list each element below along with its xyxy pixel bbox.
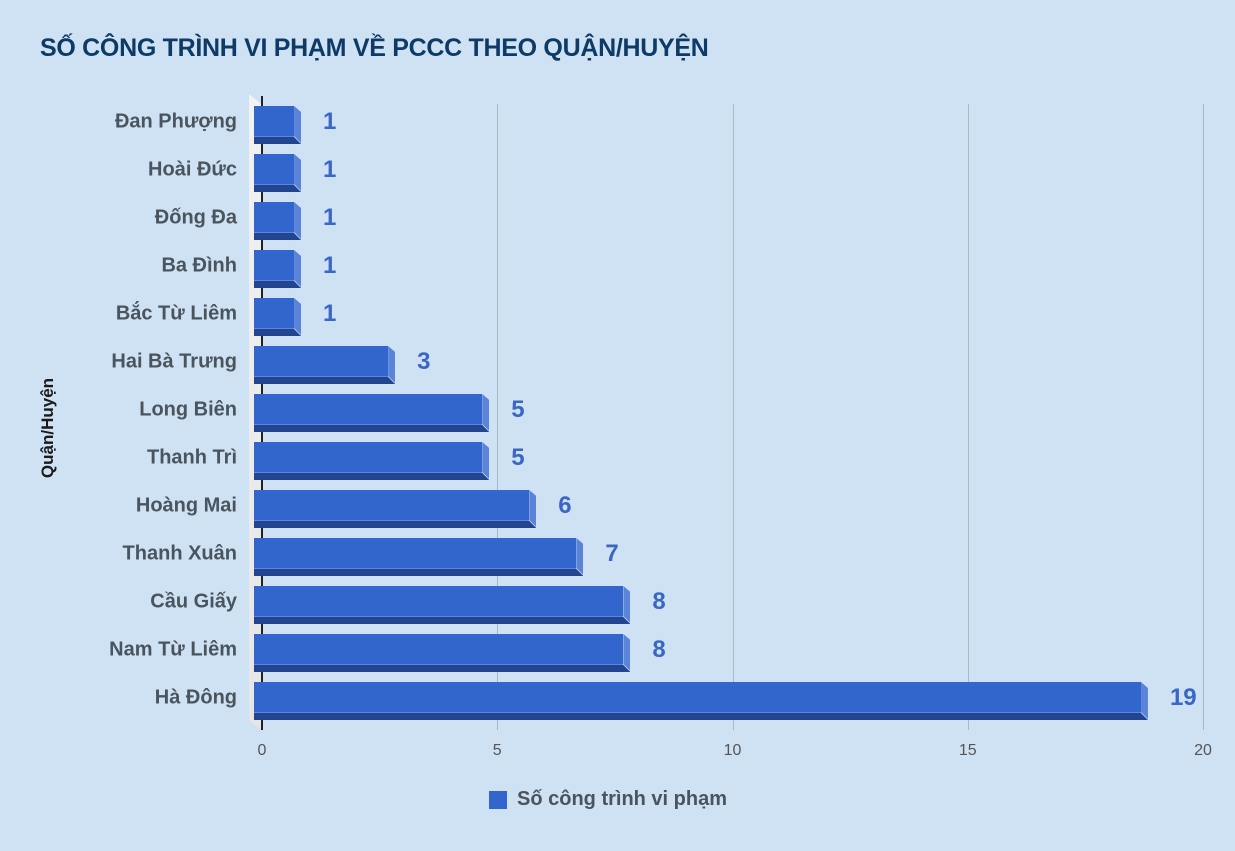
category-label: Đống Đa <box>154 206 237 229</box>
bar-front-face <box>254 202 295 233</box>
bar-front-face <box>254 346 389 377</box>
bar[interactable] <box>254 202 301 234</box>
bar-bottom-face <box>254 521 536 528</box>
bar-side-face <box>294 106 301 143</box>
category-label: Nam Từ Liêm <box>109 638 237 661</box>
bar-bottom-face <box>254 713 1148 720</box>
bar-front-face <box>254 634 624 665</box>
gridline <box>1203 104 1204 730</box>
category-label: Ba Đình <box>161 254 237 277</box>
bar-bottom-face <box>254 185 301 192</box>
legend[interactable]: Số công trình vi phạm <box>489 788 727 811</box>
category-label: Hoàng Mai <box>135 494 237 517</box>
bar[interactable] <box>254 490 536 522</box>
data-label: 6 <box>558 492 572 519</box>
data-label: 1 <box>323 204 337 231</box>
x-tick-label: 20 <box>1194 742 1212 759</box>
x-tick-label: 15 <box>958 742 977 759</box>
bar-front-face <box>254 442 483 473</box>
bar-bottom-face <box>254 233 301 240</box>
category-label: Hai Bà Trưng <box>111 350 237 373</box>
bar-bottom-face <box>254 281 301 288</box>
x-tick-label: 5 <box>492 742 502 759</box>
bar[interactable] <box>254 250 301 282</box>
bar-bottom-face <box>254 665 630 672</box>
bar-bottom-face <box>254 569 583 576</box>
category-label: Hà Đông <box>154 686 237 709</box>
data-label: 5 <box>511 444 525 471</box>
bar-bottom-face <box>254 425 489 432</box>
legend-label: Số công trình vi phạm <box>517 788 728 810</box>
bar[interactable] <box>254 394 489 426</box>
bar-side-face <box>388 346 395 383</box>
bar-side-face <box>1141 682 1148 719</box>
bar-side-face <box>294 154 301 191</box>
bar-side-face <box>576 538 583 575</box>
bar[interactable] <box>254 298 301 330</box>
data-label: 7 <box>605 540 619 567</box>
x-tick-label: 0 <box>257 742 267 759</box>
bar-front-face <box>254 394 483 425</box>
bar-side-face <box>294 250 301 287</box>
bar-front-face <box>254 682 1141 713</box>
legend-swatch <box>489 790 507 809</box>
category-label: Hoài Đức <box>148 158 237 181</box>
gridline <box>967 104 969 730</box>
bar-side-face <box>623 586 630 623</box>
category-label: Long Biên <box>139 398 237 421</box>
gridline <box>732 104 734 730</box>
x-tick-label: 10 <box>723 742 742 759</box>
bar-front-face <box>254 490 530 521</box>
data-label: 5 <box>511 396 525 423</box>
bar-side-face <box>294 202 301 239</box>
bar[interactable] <box>254 586 630 618</box>
category-label: Bắc Từ Liêm <box>115 302 237 325</box>
data-label: 19 <box>1169 684 1197 711</box>
bar-front-face <box>254 106 295 137</box>
data-label: 1 <box>323 252 337 279</box>
data-label: 8 <box>652 636 666 663</box>
bar-front-face <box>254 298 295 329</box>
category-label: Đan Phượng <box>114 110 237 133</box>
bar-front-face <box>254 538 577 569</box>
bar-bottom-face <box>254 617 630 624</box>
bar[interactable] <box>254 442 489 474</box>
bar-bottom-face <box>254 329 301 336</box>
bar-front-face <box>254 250 295 281</box>
bar[interactable] <box>254 538 583 570</box>
bar[interactable] <box>254 346 395 378</box>
gridline <box>497 104 499 730</box>
bar-bottom-face <box>254 473 489 480</box>
bar-bottom-face <box>254 377 395 384</box>
data-label: 1 <box>323 156 337 183</box>
bar-side-face <box>529 490 536 527</box>
bar-side-face <box>482 394 489 431</box>
bar[interactable] <box>254 154 301 186</box>
bar-side-face <box>294 298 301 335</box>
category-label: Cầu Giấy <box>150 590 237 613</box>
data-label: 1 <box>323 108 337 135</box>
data-label: 1 <box>323 300 337 327</box>
data-label: 3 <box>417 348 431 375</box>
bar[interactable] <box>254 106 301 138</box>
bar-side-face <box>482 442 489 479</box>
bar-front-face <box>254 154 295 185</box>
bar-bottom-face <box>254 137 301 144</box>
bar-side-face <box>623 634 630 671</box>
chart-title: SỐ CÔNG TRÌNH VI PHẠM VỀ PCCC THEO QUẬN/… <box>40 34 709 62</box>
bar[interactable] <box>254 634 630 666</box>
bar-front-face <box>254 586 624 617</box>
category-label: Thanh Trì <box>147 446 237 469</box>
bar[interactable] <box>254 682 1148 714</box>
data-label: 8 <box>652 588 666 615</box>
category-label: Thanh Xuân <box>122 542 237 565</box>
